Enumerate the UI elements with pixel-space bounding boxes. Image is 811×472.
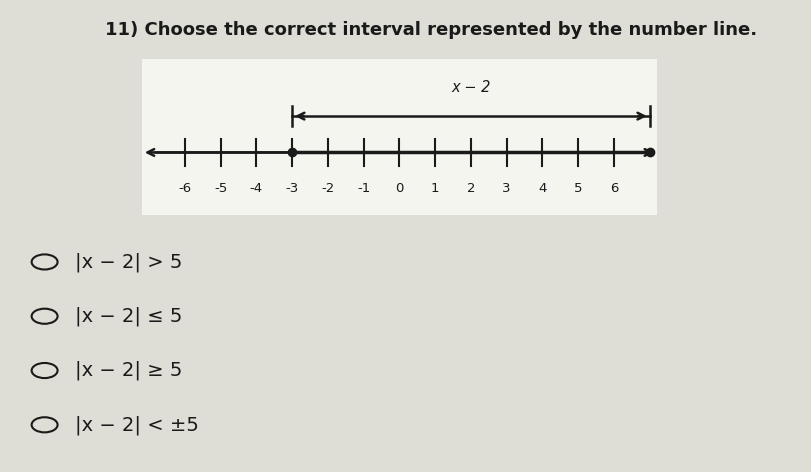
Text: 3: 3 bbox=[503, 182, 511, 194]
Text: -4: -4 bbox=[250, 182, 263, 194]
Text: 2: 2 bbox=[466, 182, 475, 194]
Text: 6: 6 bbox=[610, 182, 618, 194]
Text: |x − 2| ≤ 5: |x − 2| ≤ 5 bbox=[75, 306, 182, 326]
Text: 5: 5 bbox=[574, 182, 582, 194]
Text: 4: 4 bbox=[539, 182, 547, 194]
Text: -2: -2 bbox=[321, 182, 334, 194]
Text: -5: -5 bbox=[214, 182, 227, 194]
Text: 11) Choose the correct interval represented by the number line.: 11) Choose the correct interval represen… bbox=[105, 21, 757, 39]
Text: |x − 2| ≥ 5: |x − 2| ≥ 5 bbox=[75, 361, 182, 380]
Text: -3: -3 bbox=[285, 182, 298, 194]
Text: |x − 2| < ±5: |x − 2| < ±5 bbox=[75, 415, 200, 435]
Text: |x − 2| > 5: |x − 2| > 5 bbox=[75, 252, 182, 272]
Text: -1: -1 bbox=[357, 182, 371, 194]
Text: -6: -6 bbox=[178, 182, 191, 194]
Text: x − 2: x − 2 bbox=[451, 80, 491, 95]
Text: 0: 0 bbox=[395, 182, 404, 194]
Text: 1: 1 bbox=[431, 182, 440, 194]
